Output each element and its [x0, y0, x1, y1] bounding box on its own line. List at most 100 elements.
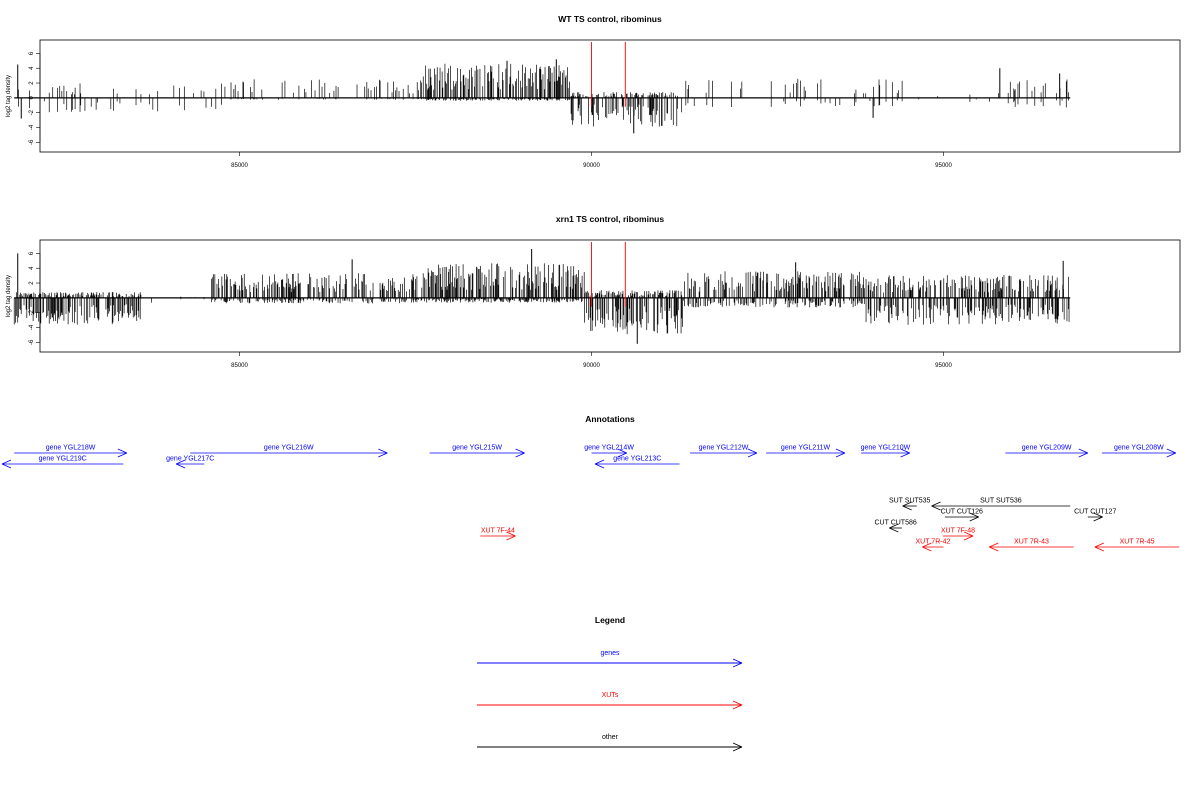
- arrowhead: [963, 531, 974, 537]
- annotation-feature: SUT SUT536: [931, 498, 1071, 511]
- feature-label: SUT SUT535: [889, 498, 931, 505]
- legend-entry: XUTs: [477, 692, 743, 710]
- arrowhead: [1166, 452, 1176, 458]
- feature-label: gene YGL215W: [452, 445, 502, 452]
- arrowhead: [594, 463, 605, 469]
- x-tick-label: 90000: [583, 163, 600, 169]
- feature-label: CUT CUT126: [941, 509, 983, 516]
- y-tick-label: 2: [29, 281, 35, 285]
- y-tick-label: -4: [29, 324, 35, 330]
- y-tick-label: -4: [29, 124, 35, 130]
- annotation-feature: gene YGL212W: [690, 445, 758, 458]
- y-tick-label: -6: [29, 139, 35, 145]
- feature-label: XUT 7R-45: [1120, 539, 1155, 546]
- y-tick-label: 2: [29, 81, 35, 85]
- legend-entry: other: [477, 734, 743, 752]
- arrowhead: [594, 459, 605, 465]
- arrowhead: [835, 452, 846, 458]
- feature-label: gene YGL214W: [584, 445, 634, 452]
- arrowhead: [889, 527, 899, 533]
- arrowhead: [900, 452, 910, 458]
- annotation-feature: XUT 7F-48: [941, 528, 975, 541]
- x-axis: 85000 90000 95000: [231, 351, 953, 369]
- arrowhead: [931, 501, 941, 507]
- arrowhead: [835, 448, 846, 454]
- legend-title: Legend: [595, 615, 625, 625]
- annotation-feature: gene YGL219C: [1, 456, 124, 469]
- annotation-feature: gene YGL211W: [766, 445, 846, 458]
- x-tick-label: 85000: [231, 163, 248, 169]
- legend-label: other: [602, 734, 619, 741]
- arrowhead: [515, 452, 525, 458]
- arrowhead: [378, 452, 388, 458]
- annotation-feature: CUT CUT127: [1074, 509, 1116, 522]
- annotation-feature: gene YGL208W: [1101, 445, 1176, 458]
- feature-label: gene YGL212W: [699, 445, 749, 452]
- y-axis-label: log2 tag density: [6, 275, 12, 317]
- arrowhead: [989, 546, 999, 552]
- reference-lines: [591, 42, 626, 107]
- x-tick-label: 85000: [231, 363, 248, 369]
- annotation-feature: gene YGL218W: [14, 445, 128, 458]
- feature-label: SUT SUT536: [980, 498, 1022, 505]
- feature-label: CUT CUT127: [1074, 509, 1116, 516]
- arrowhead: [1093, 512, 1103, 518]
- y-tick-label: 4: [29, 66, 35, 70]
- feature-label: gene YGL217C: [166, 456, 214, 463]
- arrowhead: [506, 535, 516, 541]
- arrowhead: [922, 542, 932, 548]
- arrowhead: [1078, 448, 1088, 454]
- feature-label: gene YGL213C: [613, 456, 661, 463]
- arrowhead: [732, 700, 743, 706]
- arrowhead: [1094, 546, 1105, 552]
- y-tick-label: 6: [29, 251, 35, 255]
- arrowhead: [515, 448, 525, 454]
- panel-title: xrn1 TS control, ribominus: [556, 214, 664, 224]
- feature-label: gene YGL211W: [781, 445, 831, 452]
- annotation-feature: gene YGL215W: [429, 445, 525, 458]
- annotation-feature: XUT 7R-42: [915, 539, 950, 552]
- x-tick-label: 95000: [935, 363, 952, 369]
- annotation-feature: XUT 7R-45: [1094, 539, 1180, 552]
- feature-label: gene YGL219C: [39, 456, 87, 463]
- feature-label: CUT CUT586: [874, 520, 916, 527]
- feature-label: gene YGL216W: [264, 445, 314, 452]
- feature-label: XUT 7R-43: [1014, 539, 1049, 546]
- wt-coverage-panel: WT TS control, ribominus log2 tag densit…: [6, 14, 1181, 169]
- annotation-features: gene YGL218W gene YGL219C gene YGL216W gene…: [1, 445, 1180, 552]
- y-tick-label: 4: [29, 266, 35, 270]
- annotations-title: Annotations: [585, 414, 635, 424]
- annotation-feature: gene YGL214W: [584, 445, 634, 458]
- x-tick-label: 95000: [935, 163, 952, 169]
- coverage-bars: [14, 59, 1071, 134]
- arrowhead: [922, 546, 932, 552]
- legend: Legend genes XUTs other: [477, 615, 743, 752]
- annotation-feature: CUT CUT586: [874, 520, 917, 533]
- arrowhead: [1166, 448, 1176, 454]
- annotation-feature: gene YGL217C: [166, 456, 214, 469]
- arrowhead: [902, 501, 912, 507]
- arrowhead: [732, 662, 743, 668]
- legend-label: XUTs: [602, 692, 619, 699]
- annotation-feature: CUT CUT126: [941, 509, 983, 522]
- x-tick-label: 90000: [583, 363, 600, 369]
- arrowhead: [378, 448, 388, 454]
- plot-frame: [39, 39, 1181, 153]
- arrowhead: [989, 542, 999, 548]
- annotation-feature: gene YGL213C: [594, 456, 680, 469]
- feature-label: gene YGL209W: [1022, 445, 1072, 452]
- annotation-feature: gene YGL216W: [190, 445, 388, 458]
- reference-lines: [591, 242, 626, 307]
- arrowhead: [1093, 516, 1103, 522]
- arrowhead: [969, 512, 979, 518]
- arrowhead: [175, 463, 186, 469]
- arrowhead: [1, 459, 12, 465]
- arrowhead: [747, 452, 758, 458]
- coverage-bars: [13, 248, 1071, 344]
- arrowhead: [931, 505, 941, 511]
- arrowhead: [117, 448, 128, 454]
- arrowhead: [1, 463, 12, 469]
- y-tick-label: 6: [29, 51, 35, 55]
- feature-label: XUT 7F-48: [941, 528, 975, 535]
